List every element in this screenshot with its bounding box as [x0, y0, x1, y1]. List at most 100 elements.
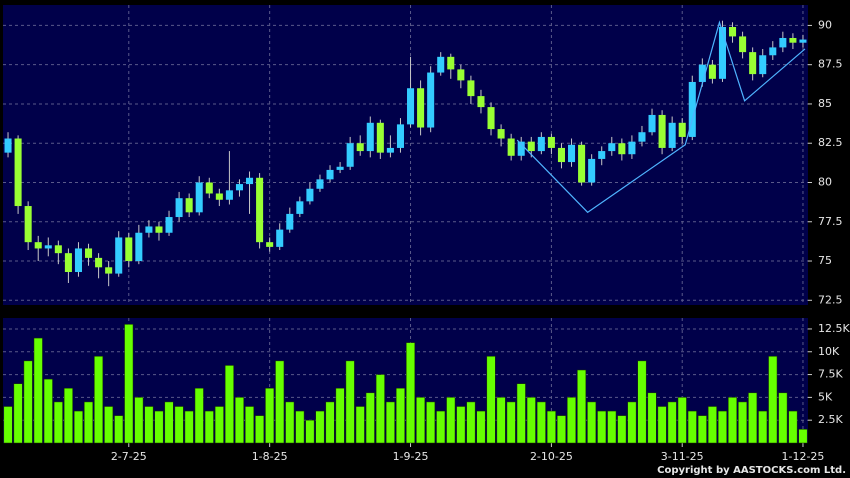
candle-body — [718, 26, 726, 79]
candle-body — [759, 55, 767, 75]
volume-bar — [144, 406, 154, 444]
candle-body — [578, 144, 586, 183]
candle-body — [205, 182, 213, 194]
candle-body — [598, 151, 606, 159]
candle-body — [64, 253, 72, 273]
candle-body — [557, 147, 565, 163]
candle-body — [195, 182, 203, 213]
x-tick-label: 3-11-25 — [661, 450, 704, 463]
volume-bar — [204, 410, 214, 444]
volume-bar — [265, 388, 275, 444]
y-tick-label: 80 — [818, 175, 832, 188]
volume-bar — [325, 401, 335, 444]
volume-bar — [647, 392, 657, 444]
candle-body — [658, 114, 666, 148]
volume-bar — [184, 410, 194, 444]
candle-body — [527, 141, 535, 152]
volume-bar — [345, 360, 355, 444]
candle-body — [537, 136, 545, 152]
volume-bar — [255, 415, 265, 444]
volume-bar — [214, 406, 224, 444]
candle-body — [135, 232, 143, 262]
volume-bar — [23, 360, 33, 444]
volume-bar — [556, 415, 566, 444]
volume-bar — [506, 401, 516, 444]
volume-bar — [728, 397, 738, 444]
volume-bar — [134, 397, 144, 444]
x-tick-label: 2-10-25 — [530, 450, 573, 463]
candle-body — [44, 245, 52, 249]
y-tick-label: 5K — [818, 390, 833, 403]
candle-body — [266, 242, 274, 247]
candle-body — [4, 138, 12, 153]
candle-body — [95, 257, 103, 268]
candle-body — [608, 143, 616, 152]
candle-body — [115, 237, 123, 274]
candle-body — [568, 144, 576, 163]
volume-bar — [355, 406, 365, 444]
volume-bar — [305, 419, 315, 444]
candle-body — [256, 177, 264, 243]
volume-bar — [587, 401, 597, 444]
volume-bar — [13, 383, 23, 444]
candle-body — [145, 226, 153, 233]
volume-bar — [174, 406, 184, 444]
volume-bar — [315, 410, 325, 444]
candle-body — [497, 129, 505, 139]
candle-body — [366, 122, 374, 152]
y-tick-label: 2.5K — [818, 413, 843, 426]
y-tick-label: 82.5 — [818, 136, 843, 149]
volume-bar — [3, 406, 13, 444]
y-tick-label: 87.5 — [818, 58, 843, 71]
candle-body — [407, 88, 415, 125]
candle-body — [14, 138, 22, 207]
volume-bar — [295, 410, 305, 444]
volume-bar — [395, 388, 405, 444]
volume-bar — [73, 410, 83, 444]
volume-bar — [335, 388, 345, 444]
volume-bar — [526, 397, 536, 444]
volume-bar — [406, 342, 416, 444]
volume-bar — [245, 406, 255, 444]
candle-body — [457, 69, 465, 81]
volume-bar — [697, 415, 707, 444]
volume-bar — [778, 392, 788, 444]
volume-bar — [516, 383, 526, 444]
volume-bar — [567, 397, 577, 444]
y-tick-label: 7.5K — [818, 368, 843, 381]
volume-bar — [224, 365, 234, 444]
candle-body — [346, 143, 354, 167]
volume-bar — [365, 392, 375, 444]
candle-body — [24, 206, 32, 243]
volume-bar — [285, 401, 295, 444]
copyright: Copyright by AASTOCKS.com Ltd. — [657, 465, 846, 476]
volume-bar — [667, 401, 677, 444]
volume-bar — [768, 356, 778, 444]
candle-body — [769, 47, 777, 56]
candle-body — [628, 141, 636, 155]
price-panel — [3, 5, 808, 305]
candle-body — [678, 122, 686, 137]
volume-bar — [617, 415, 627, 444]
y-tick-label: 90 — [818, 18, 832, 31]
volume-bar — [476, 410, 486, 444]
candle-body — [467, 80, 475, 97]
volume-bar — [496, 397, 506, 444]
volume-bar — [63, 388, 73, 444]
candle-body — [749, 52, 757, 75]
volume-bar — [164, 401, 174, 444]
volume-bar — [194, 388, 204, 444]
candle-body — [105, 267, 113, 274]
volume-bar — [717, 410, 727, 444]
volume-bar — [707, 406, 717, 444]
volume-bar — [84, 401, 94, 444]
volume-bar — [798, 429, 808, 444]
volume-bar — [546, 410, 556, 444]
candle-body — [447, 56, 455, 70]
volume-bar — [114, 415, 124, 444]
volume-bar — [104, 406, 114, 444]
candle-body — [356, 143, 364, 152]
x-tick-label: 1-9-25 — [393, 450, 429, 463]
